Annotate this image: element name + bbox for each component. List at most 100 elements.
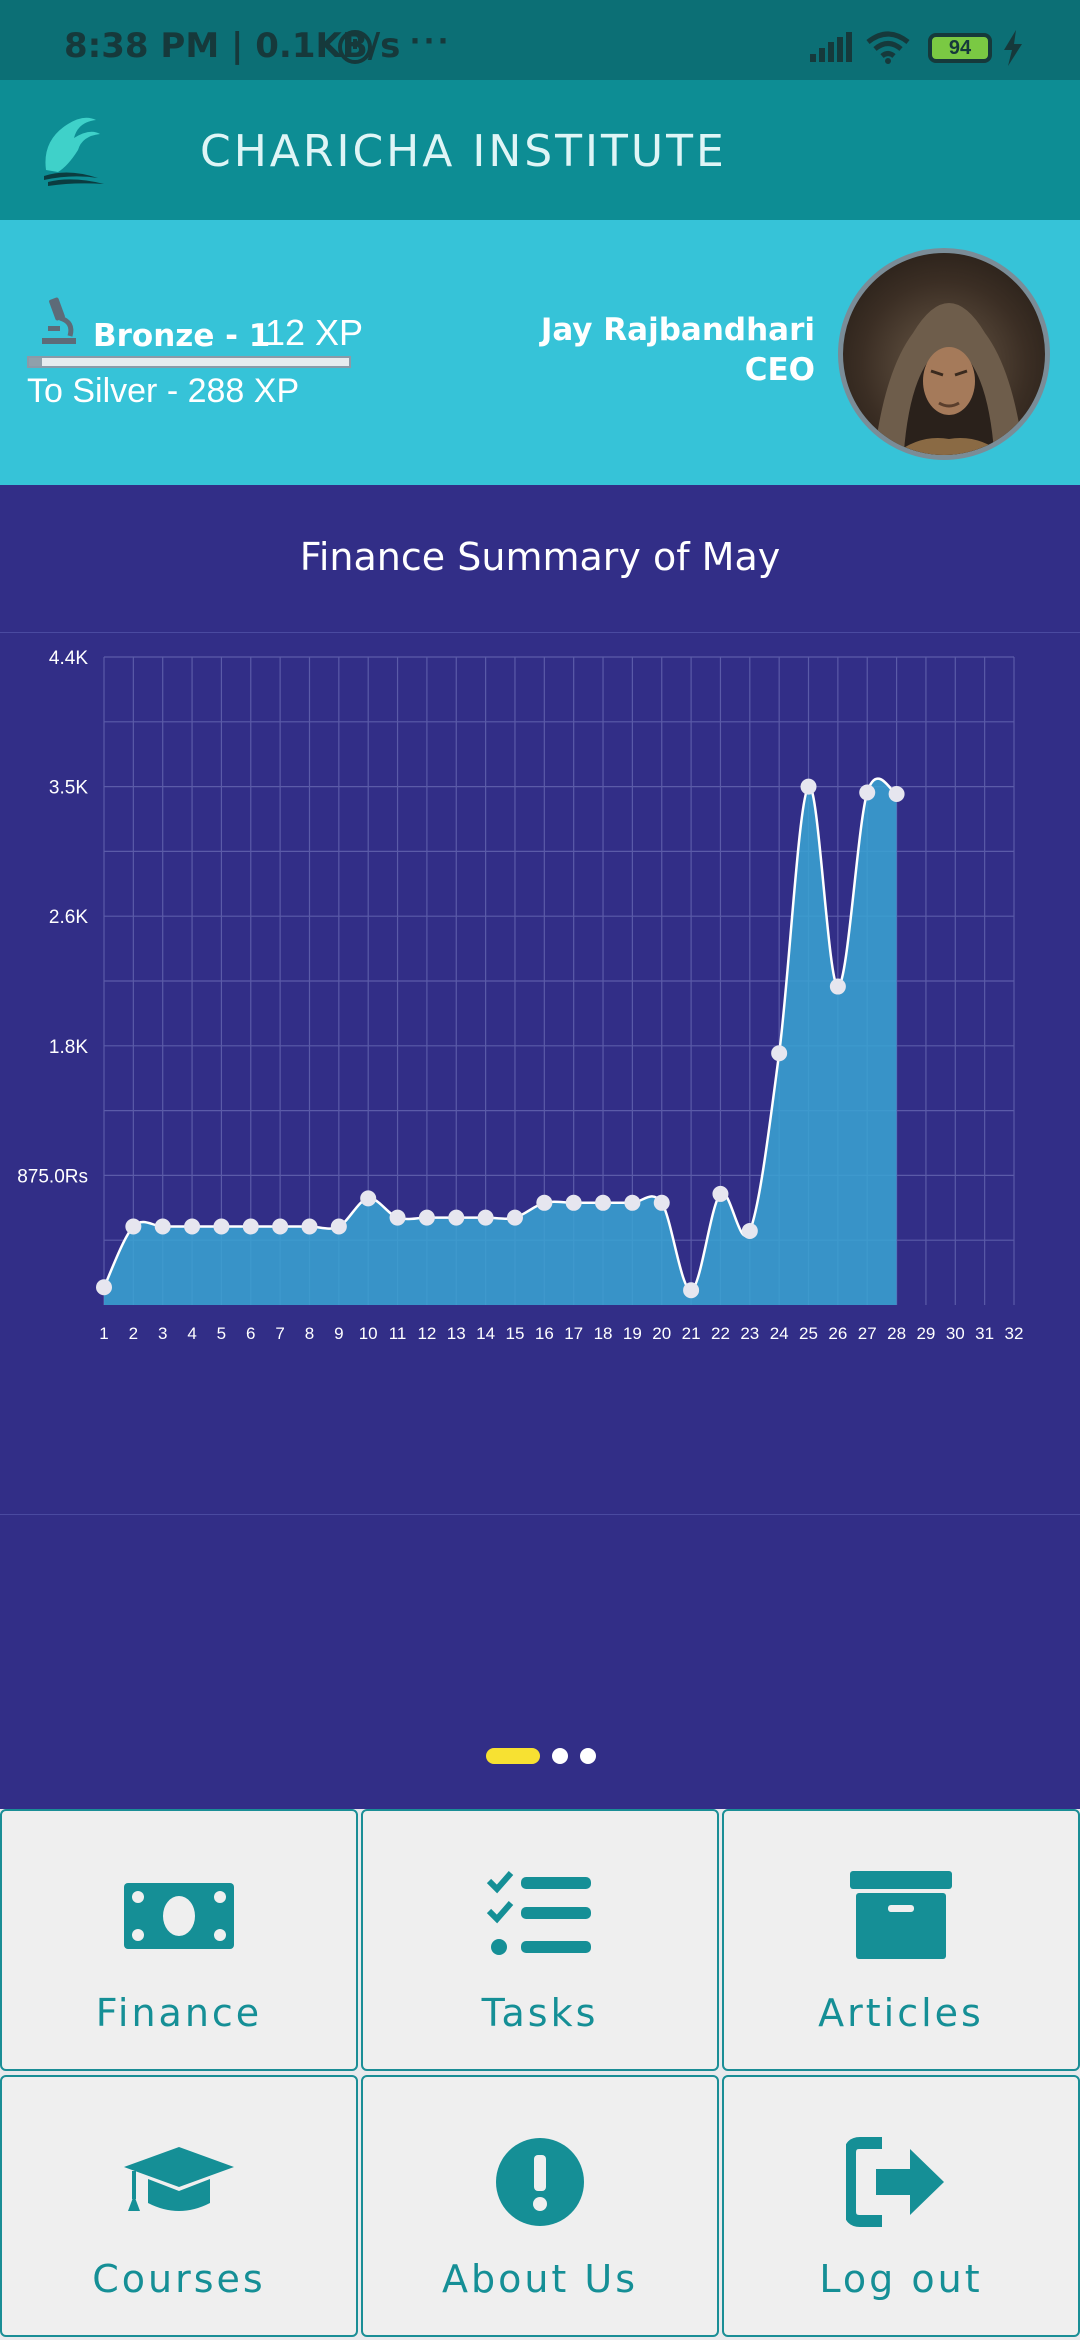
x-tick-label: 26 xyxy=(828,1324,847,1343)
tasks-label: Tasks xyxy=(363,1991,717,2035)
data-point xyxy=(801,779,817,795)
x-tick-label: 16 xyxy=(535,1324,554,1343)
y-tick-label: 3.5K xyxy=(49,778,88,799)
xp-label: 12 XP xyxy=(265,312,363,354)
courses-label: Courses xyxy=(2,2257,356,2301)
page-indicator[interactable] xyxy=(486,1746,606,1766)
x-tick-label: 18 xyxy=(594,1324,613,1343)
exclamation-circle-icon xyxy=(485,2137,595,2227)
x-tick-label: 24 xyxy=(770,1324,789,1343)
x-tick-label: 22 xyxy=(711,1324,730,1343)
rank-label: Bronze - 1 xyxy=(93,318,270,354)
wifi-icon xyxy=(866,30,910,64)
data-point xyxy=(830,979,846,995)
data-point xyxy=(213,1218,229,1234)
log-out-tile[interactable]: Log out xyxy=(722,2075,1080,2337)
microscope-icon xyxy=(38,296,80,346)
data-point xyxy=(331,1218,347,1234)
data-point xyxy=(624,1195,640,1211)
finance-tile[interactable]: Finance xyxy=(0,1809,358,2071)
data-point xyxy=(478,1210,494,1226)
data-point xyxy=(859,785,875,801)
data-point xyxy=(125,1218,141,1234)
signal-icon xyxy=(810,32,854,62)
x-tick-label: 3 xyxy=(158,1324,167,1343)
data-point xyxy=(155,1218,171,1234)
xp-progress-bar xyxy=(27,356,351,368)
app-title: CHARICHA INSTITUTE xyxy=(200,126,727,177)
data-point xyxy=(272,1218,288,1234)
avatar-portrait xyxy=(843,253,1050,460)
data-point xyxy=(184,1218,200,1234)
x-tick-label: 12 xyxy=(417,1324,436,1343)
data-point xyxy=(390,1210,406,1226)
y-tick-label: 4.4K xyxy=(49,648,88,669)
data-point xyxy=(536,1195,552,1211)
x-tick-label: 10 xyxy=(359,1324,378,1343)
y-tick-label: 1.8K xyxy=(49,1037,88,1058)
x-tick-label: 1 xyxy=(99,1324,108,1343)
data-point xyxy=(566,1195,582,1211)
charging-bolt-icon xyxy=(1002,30,1024,66)
page-dot[interactable] xyxy=(580,1748,596,1764)
avatar[interactable] xyxy=(838,248,1050,460)
page-dot[interactable] xyxy=(552,1748,568,1764)
data-point xyxy=(301,1218,317,1234)
data-point xyxy=(771,1045,787,1061)
log-out-label: Log out xyxy=(724,2257,1078,2301)
menu-grid: Finance Tasks Articles Courses xyxy=(0,1809,1080,2340)
courses-tile[interactable]: Courses xyxy=(0,2075,358,2337)
data-point xyxy=(654,1195,670,1211)
x-tick-label: 11 xyxy=(389,1324,407,1343)
x-tick-label: 27 xyxy=(858,1324,877,1343)
money-bill-icon xyxy=(124,1871,234,1961)
x-tick-label: 23 xyxy=(740,1324,759,1343)
data-point xyxy=(419,1210,435,1226)
x-tick-label: 17 xyxy=(564,1324,583,1343)
x-tick-label: 30 xyxy=(946,1324,965,1343)
app-header: CHARICHA INSTITUTE xyxy=(0,80,1080,220)
finance-chart-panel[interactable]: Finance Summary of May 875.0Rs 1.8K 2.6K 3.… xyxy=(0,485,1080,1809)
task-list-icon xyxy=(485,1871,595,1961)
about-us-tile[interactable]: About Us xyxy=(361,2075,719,2337)
divider xyxy=(0,632,1080,633)
next-rank-label: To Silver - 288 XP xyxy=(27,372,299,411)
articles-label: Articles xyxy=(724,1991,1078,2035)
sign-out-icon xyxy=(846,2137,956,2227)
data-point xyxy=(712,1186,728,1202)
alarm-clock-icon xyxy=(338,30,372,64)
x-tick-label: 29 xyxy=(916,1324,935,1343)
more-notifications-icon: ··· xyxy=(410,20,452,62)
x-tick-label: 20 xyxy=(652,1324,671,1343)
user-role: CEO xyxy=(745,352,815,388)
chart-title: Finance Summary of May xyxy=(0,535,1080,579)
articles-tile[interactable]: Articles xyxy=(722,1809,1080,2071)
page-dot-active[interactable] xyxy=(486,1748,540,1764)
finance-label: Finance xyxy=(2,1991,356,2035)
data-point xyxy=(243,1218,259,1234)
y-tick-label: 875.0Rs xyxy=(17,1166,88,1187)
x-tick-label: 28 xyxy=(887,1324,906,1343)
x-tick-label: 19 xyxy=(623,1324,642,1343)
data-point xyxy=(889,786,905,802)
user-name: Jay Rajbandhari xyxy=(541,312,815,348)
divider xyxy=(0,1514,1080,1515)
archive-box-icon xyxy=(846,1871,956,1961)
x-tick-label: 21 xyxy=(682,1324,701,1343)
data-point xyxy=(683,1282,699,1298)
xp-progress-fill xyxy=(29,358,42,366)
x-tick-label: 7 xyxy=(275,1324,284,1343)
data-point xyxy=(507,1210,523,1226)
y-tick-label: 2.6K xyxy=(49,907,88,928)
x-tick-label: 13 xyxy=(447,1324,466,1343)
data-point xyxy=(96,1279,112,1295)
profile-band: Bronze - 1 12 XP To Silver - 288 XP Jay … xyxy=(0,220,1080,485)
data-point xyxy=(595,1195,611,1211)
x-tick-label: 14 xyxy=(476,1324,495,1343)
about-us-label: About Us xyxy=(363,2257,717,2301)
x-tick-label: 25 xyxy=(799,1324,818,1343)
tasks-tile[interactable]: Tasks xyxy=(361,1809,719,2071)
x-tick-label: 15 xyxy=(506,1324,525,1343)
data-point xyxy=(360,1190,376,1206)
